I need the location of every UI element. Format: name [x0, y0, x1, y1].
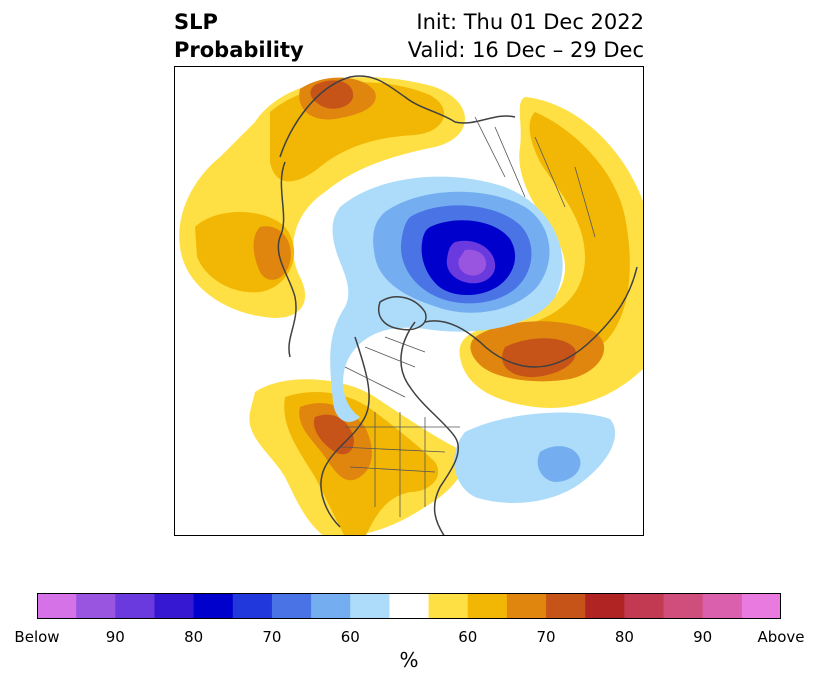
colorbar-tick-label: 90 — [693, 628, 713, 646]
greenland-coast — [378, 296, 427, 331]
colorbar-swatch — [311, 593, 351, 619]
colorbar-tick-label: 80 — [614, 628, 634, 646]
colorbar-swatch — [271, 593, 312, 619]
colorbar — [37, 593, 781, 619]
field-title: Probability — [174, 38, 304, 62]
colorbar-swatch — [428, 593, 469, 619]
colorbar-tick-label: 60 — [340, 628, 360, 646]
europe-west-coast — [277, 161, 297, 358]
colorbar-tick-label: 80 — [184, 628, 204, 646]
colorbar-tick-label: 60 — [458, 628, 478, 646]
colorbar-swatch — [546, 593, 586, 619]
eurasia-north-coast — [279, 75, 516, 158]
title-left: SLP Probability — [174, 8, 304, 64]
colorbar-border — [37, 593, 781, 619]
colorbar-swatch — [76, 593, 116, 619]
siberia-above-70 — [474, 112, 630, 364]
below-normal-regions — [330, 176, 616, 503]
bering-above-90 — [502, 338, 576, 378]
colorbar-swatch — [467, 593, 508, 619]
colorbar-tick-label: Below — [14, 628, 60, 646]
colorbar-swatch — [506, 593, 547, 619]
atlantic-below-70 — [537, 446, 581, 482]
asia-borders — [474, 116, 596, 238]
probability-map — [179, 75, 643, 535]
coastlines — [277, 75, 638, 535]
colorbar-swatch — [115, 593, 155, 619]
siberia-pacific-coast — [424, 266, 638, 368]
colorbar-swatch — [350, 593, 390, 619]
colorbar-swatch — [154, 593, 195, 619]
colorbar-swatch — [663, 593, 704, 619]
colorbar-swatch — [37, 593, 77, 619]
colorbar-unit: % — [399, 648, 419, 672]
colorbar-tick-label: 70 — [262, 628, 282, 646]
colorbar-swatch — [702, 593, 743, 619]
colorbar-swatch — [389, 593, 430, 619]
colorbar-swatch — [624, 593, 665, 619]
variable-title: SLP — [174, 10, 218, 34]
colorbar-tick-label: Above — [757, 628, 805, 646]
colorbar-swatch — [193, 593, 234, 619]
political-borders — [339, 116, 596, 517]
colorbar-swatch — [741, 593, 781, 619]
valid-range: Valid: 16 Dec – 29 Dec — [407, 38, 644, 62]
colorbar-swatch — [585, 593, 625, 619]
scandinavia-above-90 — [310, 80, 354, 109]
atlantic-below-60 — [454, 412, 616, 503]
colorbar-swatch — [232, 593, 273, 619]
title-right: Init: Thu 01 Dec 2022 Valid: 16 Dec – 29… — [408, 8, 644, 64]
colorbar-tick-label: 70 — [536, 628, 556, 646]
above-normal-regions — [179, 77, 643, 535]
us-state-borders — [339, 412, 460, 517]
map-panel — [174, 66, 644, 536]
init-date: Init: Thu 01 Dec 2022 — [416, 10, 644, 34]
west-us-above-90 — [313, 414, 354, 455]
colorbar-tick-label: 90 — [105, 628, 125, 646]
europe-above-80 — [253, 226, 291, 280]
pole-below-core — [458, 249, 487, 276]
canada-province-borders — [344, 336, 426, 398]
na-east-coast — [400, 321, 460, 535]
